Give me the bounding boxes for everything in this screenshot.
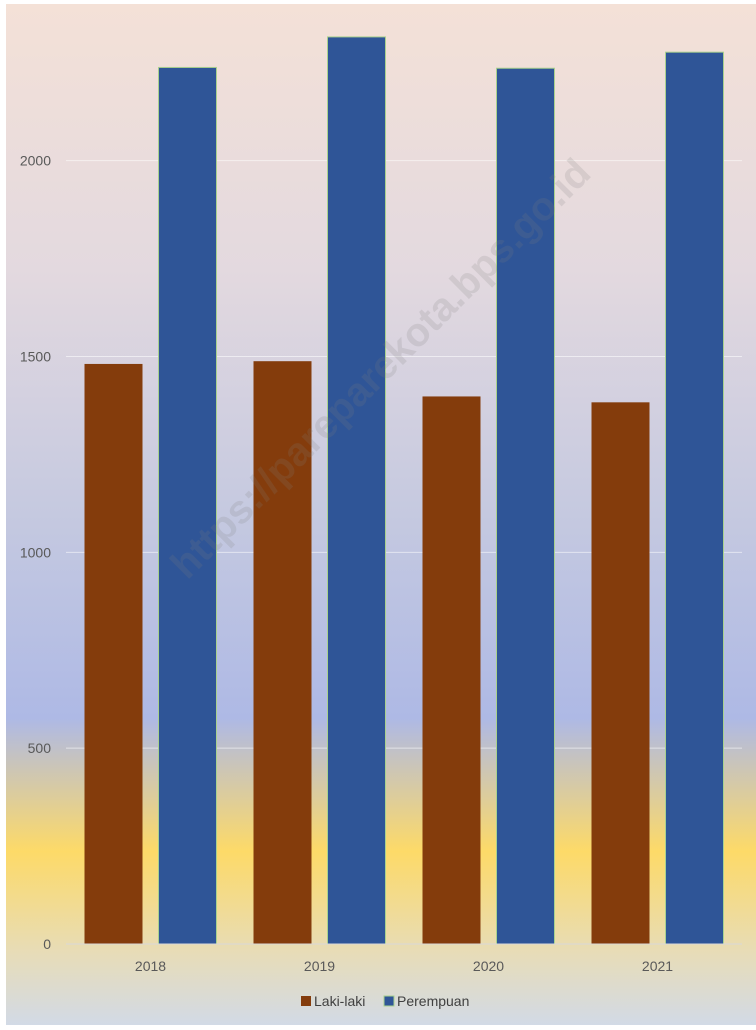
x-tick-label: 2021 xyxy=(642,958,673,974)
legend-label: Laki-laki xyxy=(314,993,365,1009)
bar-perempuan-2019 xyxy=(327,36,386,945)
x-tick-label: 2018 xyxy=(135,958,166,974)
bar-laki-laki-2019 xyxy=(253,361,312,944)
bar-laki-laki-2018 xyxy=(84,363,143,945)
y-axis-ticks: 0 500 1000 1500 2000 xyxy=(20,153,51,952)
bars xyxy=(84,36,724,945)
bar-perempuan-2021 xyxy=(665,51,724,945)
x-tick-label: 2020 xyxy=(473,958,504,974)
bar-laki-laki-2020 xyxy=(422,396,481,944)
legend-swatch-laki-laki xyxy=(301,996,311,1006)
x-axis-ticks: 2018 2019 2020 2021 xyxy=(135,958,673,974)
y-tick-label: 1000 xyxy=(20,544,51,560)
y-tick-label: 2000 xyxy=(20,153,51,169)
x-tick-label: 2019 xyxy=(304,958,335,974)
legend: Laki-laki Perempuan xyxy=(301,993,469,1009)
bar-perempuan-2020 xyxy=(496,67,555,945)
legend-label: Perempuan xyxy=(397,993,469,1009)
legend-swatch-perempuan xyxy=(383,995,395,1007)
y-tick-label: 500 xyxy=(28,740,52,756)
bar-laki-laki-2021 xyxy=(591,402,650,944)
bar-perempuan-2018 xyxy=(158,66,217,945)
y-tick-label: 0 xyxy=(43,936,51,952)
y-tick-label: 1500 xyxy=(20,349,51,365)
